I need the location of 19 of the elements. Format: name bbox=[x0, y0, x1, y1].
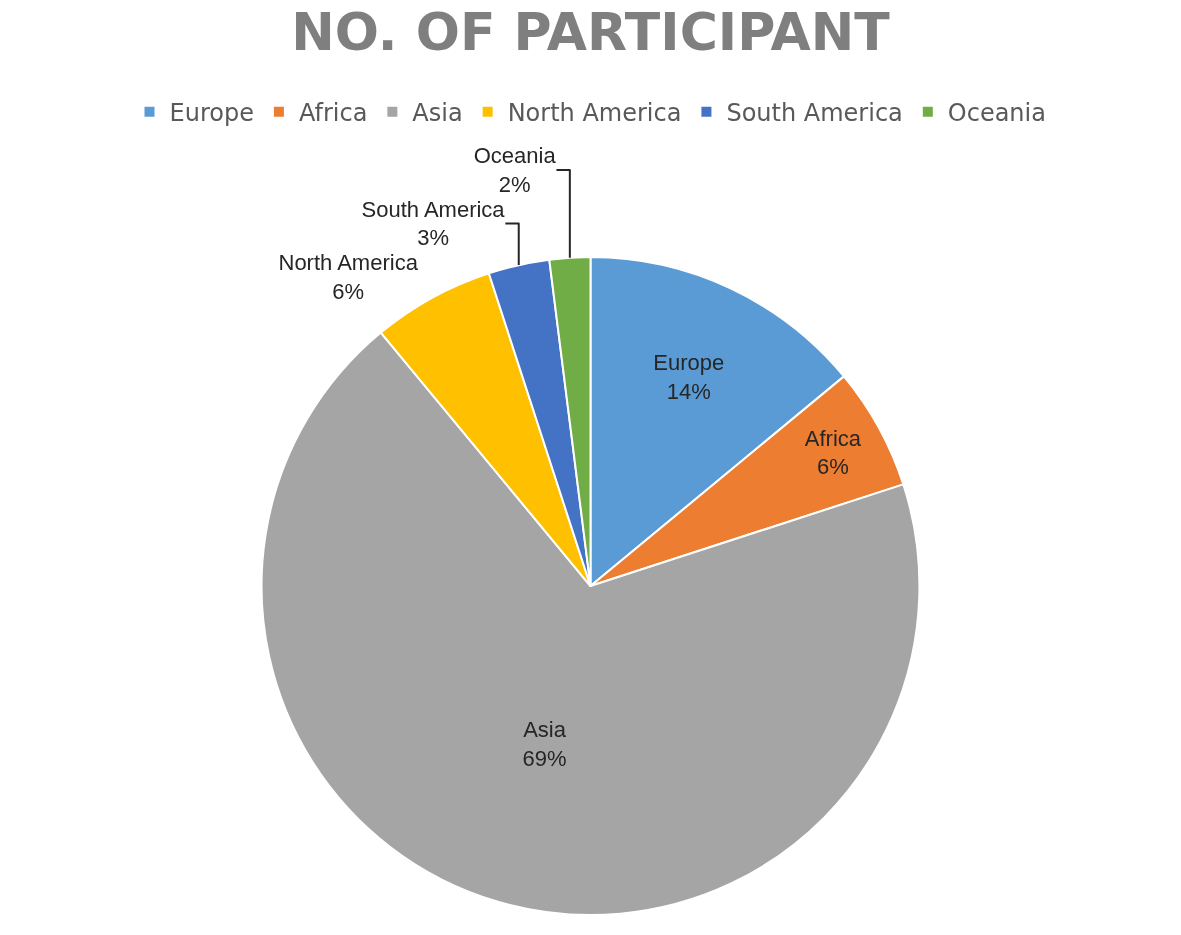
data-label: 2% bbox=[498, 171, 531, 197]
slice-label: Africa bbox=[804, 425, 862, 451]
legend-label: Europe bbox=[169, 99, 254, 128]
legend-label: Africa bbox=[298, 99, 368, 128]
slice-label: Asia bbox=[523, 717, 567, 743]
slice-label: Europe bbox=[653, 350, 725, 376]
legend-label: South America bbox=[726, 99, 903, 128]
data-label: 3% bbox=[417, 225, 449, 251]
chart-title: NO. OF PARTICIPANT bbox=[291, 2, 891, 63]
data-label: 6% bbox=[332, 279, 365, 305]
data-label: 14% bbox=[666, 379, 711, 405]
data-label: 69% bbox=[522, 745, 567, 771]
legend-label: North America bbox=[507, 99, 682, 128]
slice-label: North America bbox=[278, 250, 419, 276]
slice-label: South America bbox=[361, 196, 506, 222]
legend-label: Oceania bbox=[947, 99, 1046, 128]
slice-label: Oceania bbox=[473, 143, 557, 169]
legend-label: Asia bbox=[412, 99, 463, 128]
data-label: 6% bbox=[817, 454, 849, 480]
